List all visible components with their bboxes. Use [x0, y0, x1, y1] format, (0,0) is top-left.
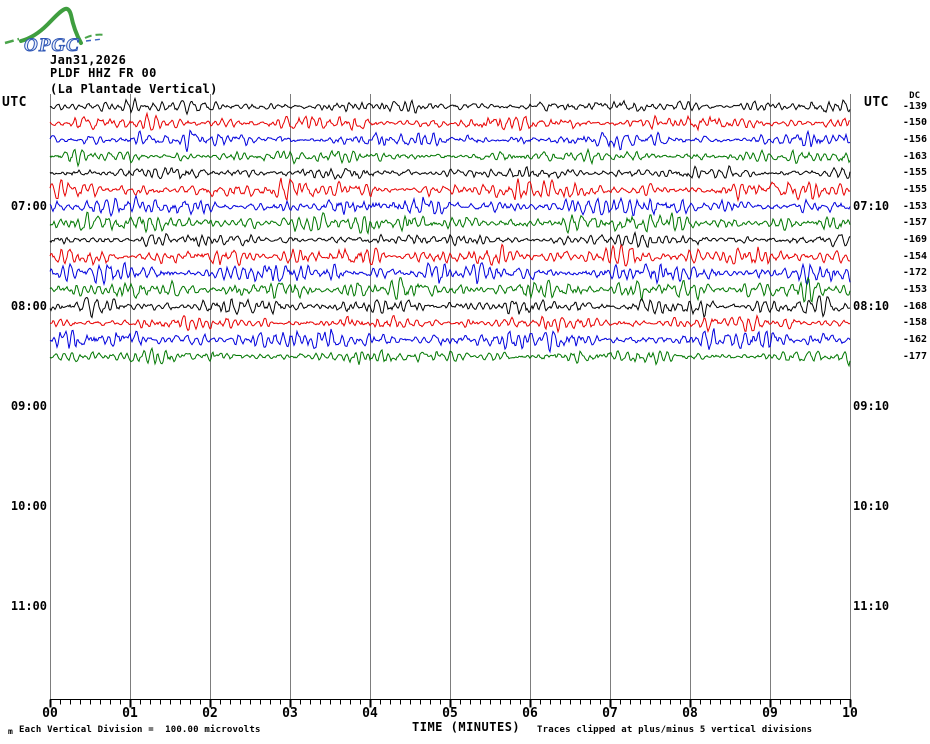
dc-offset-value: -154	[902, 250, 927, 262]
seismic-trace-row	[49, 96, 851, 116]
seismic-trace-row	[49, 276, 851, 303]
x-axis-tick-label: 03	[282, 706, 298, 721]
footer-scale-note: Each Vertical Division = 100.00 microvol…	[19, 725, 261, 735]
seismic-trace-row	[49, 243, 851, 267]
seismic-trace-row	[49, 147, 851, 168]
dc-offset-value: -163	[902, 150, 927, 162]
right-hour-label: 10:10	[853, 499, 890, 513]
header-station: PLDF HHZ FR 00	[50, 66, 157, 80]
x-axis-tick-label: 00	[42, 706, 58, 721]
dc-offset-value: -157	[902, 217, 927, 229]
logo-right-dash-green	[84, 33, 106, 39]
seismic-trace-row	[49, 111, 851, 132]
dc-offset-value: -150	[902, 117, 927, 129]
logo-left-dash	[4, 37, 20, 45]
x-axis-tick-label: 08	[682, 706, 698, 721]
utc-label-right: UTC	[864, 95, 889, 110]
dc-offset-value: -139	[902, 100, 927, 112]
corner-mark: m	[8, 727, 13, 736]
seismic-trace-row	[49, 261, 851, 286]
left-hour-label: 07:00	[10, 199, 47, 213]
footer-clip-note: Traces clipped at plus/minus 5 vertical …	[537, 725, 813, 735]
left-hour-label: 10:00	[10, 499, 47, 513]
time-axis-title: TIME (MINUTES)	[412, 720, 521, 734]
seismic-trace-row	[49, 314, 851, 334]
x-axis-tick-label: 04	[362, 706, 378, 721]
dc-offset-value: -172	[902, 267, 927, 279]
left-hour-label: 11:00	[10, 599, 47, 613]
x-axis-tick-label: 07	[602, 706, 618, 721]
dc-offset-value: -162	[902, 333, 927, 345]
dc-offset-value: -168	[902, 300, 927, 312]
dc-offset-value: -155	[902, 167, 927, 179]
header-subtitle: (La Plantade Vertical)	[50, 82, 218, 96]
right-hour-label: 09:10	[853, 399, 890, 413]
logo-text: OPGC	[24, 35, 80, 56]
seismic-trace-row	[49, 194, 851, 218]
x-axis-tick-label: 10	[842, 706, 858, 721]
seismic-trace-row	[49, 346, 851, 368]
seismic-trace-row	[49, 231, 851, 249]
seismic-trace-row	[49, 211, 851, 236]
seismic-trace-row	[49, 295, 851, 319]
dc-offset-value: -156	[902, 133, 927, 145]
utc-label-left: UTC	[2, 95, 27, 110]
x-axis-tick-label: 05	[442, 706, 458, 721]
seismic-trace-row	[49, 129, 851, 152]
dc-offset-value: -155	[902, 183, 927, 195]
left-hour-label: 08:00	[10, 299, 47, 313]
dc-offset-value: -169	[902, 233, 927, 245]
left-hour-label: 09:00	[10, 399, 47, 413]
right-hour-label: 08:10	[853, 299, 890, 313]
x-axis-tick-label: 06	[522, 706, 538, 721]
header-date: Jan31,2026	[50, 53, 127, 67]
seismic-trace-row	[49, 177, 851, 203]
seismic-trace-row	[49, 328, 851, 354]
dc-offset-value: -153	[902, 283, 927, 295]
x-axis-tick-label: 02	[202, 706, 218, 721]
opgc-logo: OPGC	[4, 6, 106, 57]
x-axis-tick-label: 09	[762, 706, 778, 721]
logo-right-dash-blue	[85, 38, 103, 42]
right-hour-label: 07:10	[853, 199, 890, 213]
dc-offset-value: -153	[902, 200, 927, 212]
right-hour-label: 11:10	[853, 599, 890, 613]
dc-column-header: DC	[909, 91, 920, 101]
logo-mountain-ridge	[19, 6, 83, 45]
dc-offset-value: -177	[902, 350, 927, 362]
x-axis-tick-label: 01	[122, 706, 138, 721]
seismic-trace-row	[49, 164, 851, 181]
dc-offset-value: -158	[902, 317, 927, 329]
